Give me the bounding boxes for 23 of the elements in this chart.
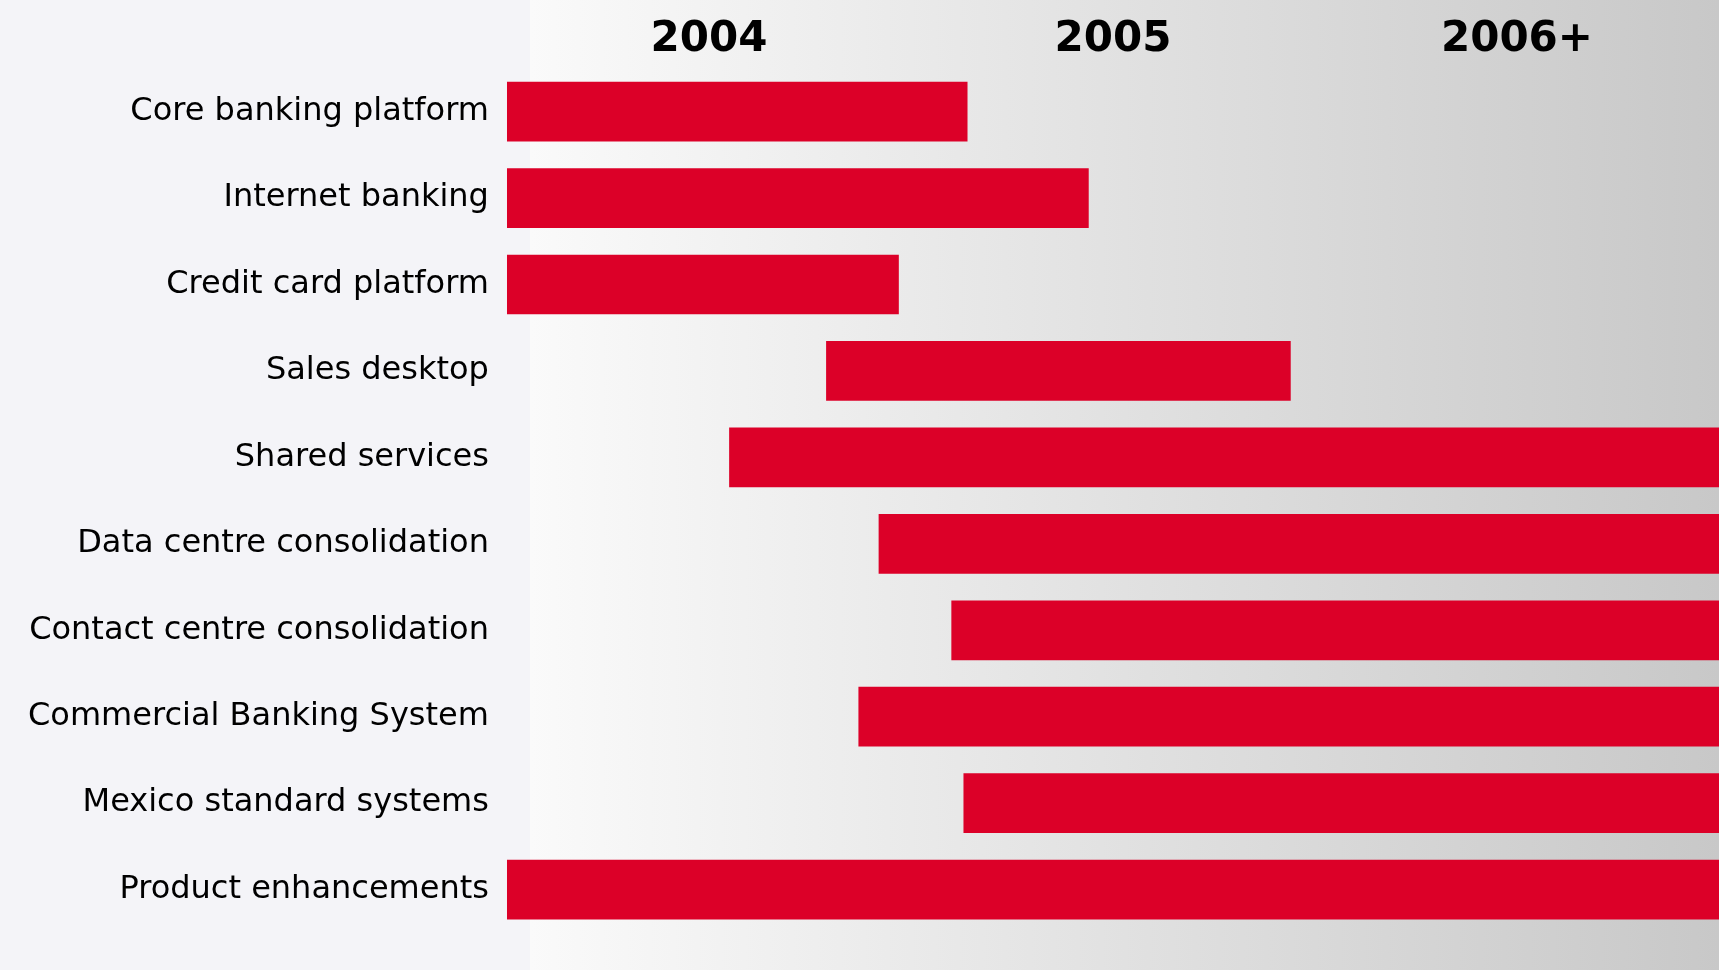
bar	[826, 341, 1291, 401]
y-tick-label: Contact centre consolidation	[29, 608, 489, 647]
y-tick-label: Sales desktop	[265, 349, 489, 388]
y-tick-label: Mexico standard systems	[82, 781, 489, 820]
bar	[858, 686, 1719, 747]
bar	[506, 254, 899, 315]
y-tick-label: Shared services	[234, 435, 489, 474]
y-tick-label: Data centre consolidation	[77, 522, 489, 561]
bar	[506, 81, 968, 142]
bar	[506, 859, 1719, 920]
y-tick-label: Credit card platform	[166, 262, 489, 301]
bar	[729, 427, 1719, 488]
y-tick-label: Internet banking	[223, 176, 489, 215]
x-tick-label: 2006+	[1440, 12, 1594, 62]
bar	[963, 773, 1719, 834]
bar	[951, 600, 1719, 661]
y-tick-label: Commercial Banking System	[28, 695, 489, 734]
x-tick-label: 2005	[1054, 12, 1172, 62]
bar	[878, 513, 1719, 574]
x-tick-label: 2004	[650, 12, 768, 62]
y-tick-label: Core banking platform	[130, 89, 489, 128]
y-tick-label: Product enhancements	[119, 867, 489, 906]
bar	[506, 168, 1089, 228]
